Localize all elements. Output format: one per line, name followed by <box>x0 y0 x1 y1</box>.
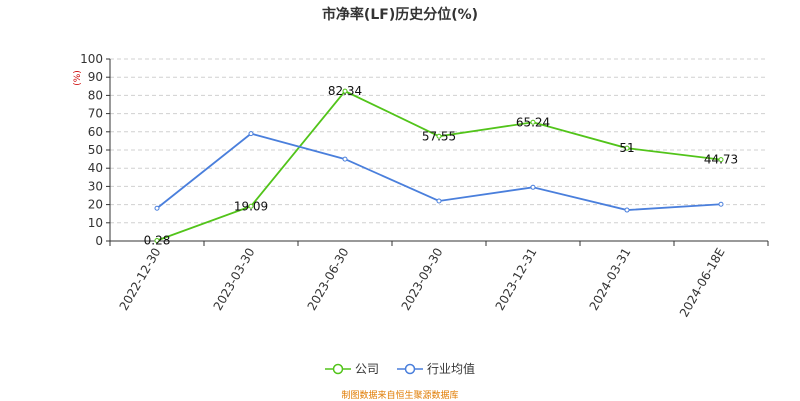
series-point-1 <box>154 205 160 211</box>
y-tick-label: 20 <box>88 198 103 212</box>
y-tick-label: 70 <box>88 107 103 121</box>
series-lines <box>154 88 724 243</box>
y-tick-label: 40 <box>88 161 103 175</box>
chart-title: 市净率(LF)历史分位(%) <box>321 7 479 23</box>
y-tick-label: 80 <box>88 88 103 102</box>
x-tick-label: 2023-06-30 <box>305 246 352 313</box>
data-label: 65.24 <box>516 115 550 129</box>
data-labels: 0.28 19.09 82.34 57.55 65.24 51 44.73 <box>144 84 739 247</box>
data-label: 57.55 <box>422 129 456 143</box>
series-point-1 <box>718 201 724 207</box>
y-axis-unit-group: (%) <box>73 70 83 86</box>
series-point-0 <box>530 119 536 125</box>
series-point-0 <box>342 88 348 94</box>
data-label: 44.73 <box>704 153 738 167</box>
legend-label-company: 公司 <box>354 362 379 376</box>
y-tick-label: 100 <box>80 52 103 66</box>
y-tick-label: 50 <box>88 143 103 157</box>
legend-marker-industry-average <box>397 363 423 374</box>
series-point-0 <box>718 157 724 163</box>
series-point-1 <box>248 131 254 137</box>
x-tick-label: 2024-03-31 <box>587 246 634 313</box>
axes: 0 10 20 30 40 50 60 70 80 90 100 2022-12-30 2023-03-… <box>80 52 769 320</box>
legend: 公司 行业均值 <box>0 360 800 377</box>
x-tick-label: 2023-12-31 <box>493 246 540 313</box>
y-tick-label: 0 <box>95 234 103 248</box>
legend-item-company[interactable]: 公司 <box>324 360 379 377</box>
legend-label-industry-average: 行业均值 <box>427 362 476 376</box>
legend-item-industry-average[interactable]: 行业均值 <box>397 360 475 377</box>
data-label: 51 <box>619 141 634 155</box>
series-point-1 <box>530 184 536 190</box>
series-point-1 <box>624 207 630 213</box>
y-tick-label: 30 <box>88 179 103 193</box>
series-point-0 <box>248 203 254 209</box>
x-tick-label: 2024-06-18E <box>677 246 728 320</box>
x-tick-label: 2022-12-30 <box>117 246 164 313</box>
y-tick-label: 90 <box>88 70 103 84</box>
series-point-1 <box>436 198 442 204</box>
y-axis-unit: (%) <box>73 70 83 86</box>
y-tick-label: 10 <box>88 216 103 230</box>
data-label: 0.28 <box>144 233 171 247</box>
x-tick-label: 2023-09-30 <box>399 246 446 313</box>
series-point-1 <box>342 156 348 162</box>
grid-lines <box>110 58 768 224</box>
series-point-0 <box>154 237 160 243</box>
y-tick-label: 60 <box>88 125 103 139</box>
data-label: 82.34 <box>328 84 362 98</box>
series-point-0 <box>624 145 630 151</box>
x-tick-label: 2023-03-30 <box>211 246 258 313</box>
series-point-0 <box>436 133 442 139</box>
legend-marker-company <box>324 363 351 374</box>
source-note: 制图数据来自恒生聚源数据库 <box>341 391 459 401</box>
data-label: 19.09 <box>234 199 268 213</box>
